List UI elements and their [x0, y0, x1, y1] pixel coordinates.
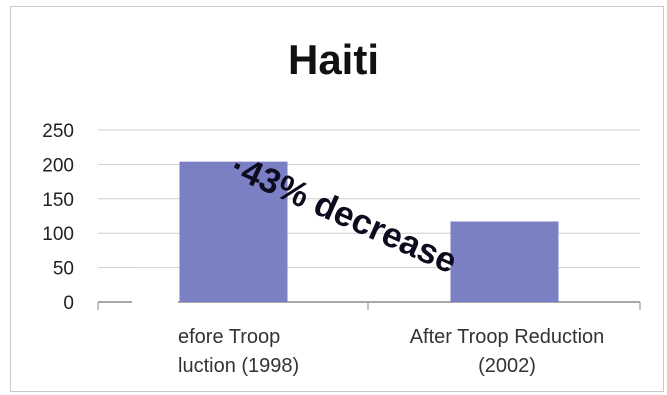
y-tick-label: 250 — [42, 121, 74, 142]
bar-1 — [450, 221, 559, 302]
y-tick-label: 100 — [42, 224, 74, 245]
x-category-label: (2002) — [478, 355, 536, 377]
x-category-label: luction (1998) — [178, 355, 299, 377]
y-tick-label: 150 — [42, 190, 74, 211]
x-category-label: efore Troop — [178, 326, 280, 348]
white-occluder — [132, 268, 178, 383]
bar-0 — [179, 161, 288, 302]
y-tick-label: 0 — [63, 293, 74, 314]
x-category-label: After Troop Reduction — [410, 326, 605, 348]
y-tick-label: 200 — [42, 155, 74, 176]
chart-title: Haiti — [287, 36, 379, 83]
y-tick-label: 50 — [53, 259, 74, 280]
